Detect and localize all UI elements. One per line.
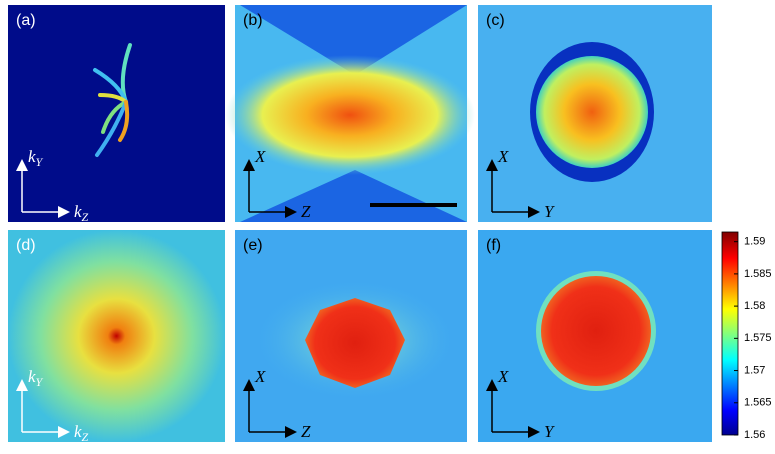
colorbar — [721, 231, 739, 436]
object — [536, 56, 648, 168]
axis-label: Y — [544, 202, 555, 221]
colorbar-tick-label: 1.585 — [744, 268, 772, 280]
axis-label: kZ — [74, 422, 89, 444]
axis-label: kZ — [74, 202, 89, 224]
colorbar-tick-label: 1.59 — [744, 236, 765, 248]
panel-label: (a) — [16, 12, 36, 29]
axis-label-text: X — [497, 367, 509, 386]
k-space-arcs — [93, 43, 132, 157]
panel-image — [8, 230, 225, 442]
axis-label-sub: Y — [36, 155, 44, 169]
axis-label-text: X — [254, 147, 266, 166]
panel-label: (f) — [486, 237, 501, 254]
axis-label: X — [497, 147, 509, 166]
axis-label: kY — [28, 147, 44, 169]
colorbar-tick-label: 1.58 — [744, 300, 765, 312]
axis-label-sub: Z — [82, 430, 89, 444]
axis-label-text: X — [497, 147, 509, 166]
object — [541, 276, 651, 386]
axis-label-sub: Z — [82, 210, 89, 224]
axis-label-text: k — [74, 422, 82, 441]
colorbar-tick-label: 1.56 — [744, 429, 765, 441]
panel-image — [8, 5, 225, 222]
panel-label: (c) — [486, 12, 505, 29]
shadow — [240, 5, 467, 222]
panel-label: (b) — [243, 12, 263, 29]
axis-label: X — [254, 147, 266, 166]
axis-label-sub: Y — [36, 375, 44, 389]
axis-label-text: Y — [544, 422, 555, 441]
axis-label-text: X — [254, 367, 266, 386]
axis-label-text: Z — [301, 422, 311, 441]
axis-label-text: k — [74, 202, 82, 221]
panel-label: (d) — [16, 237, 36, 254]
axis-label: Z — [301, 422, 311, 441]
colorbar-tick-label: 1.575 — [744, 332, 772, 344]
axis-label-text: Z — [301, 202, 311, 221]
axis-label: kY — [28, 367, 44, 389]
axis-label: X — [497, 367, 509, 386]
object — [225, 55, 475, 175]
colorbar-tick-label: 1.57 — [744, 364, 765, 376]
object — [305, 298, 405, 388]
axis-label-text: k — [28, 147, 36, 166]
axis-label-text: k — [28, 367, 36, 386]
axis-label-text: Y — [544, 202, 555, 221]
axis-label: Y — [544, 422, 555, 441]
axis-label: Z — [301, 202, 311, 221]
colorbar-tick-label: 1.565 — [744, 397, 772, 409]
axis-label: X — [254, 367, 266, 386]
panel-label: (e) — [243, 237, 263, 254]
